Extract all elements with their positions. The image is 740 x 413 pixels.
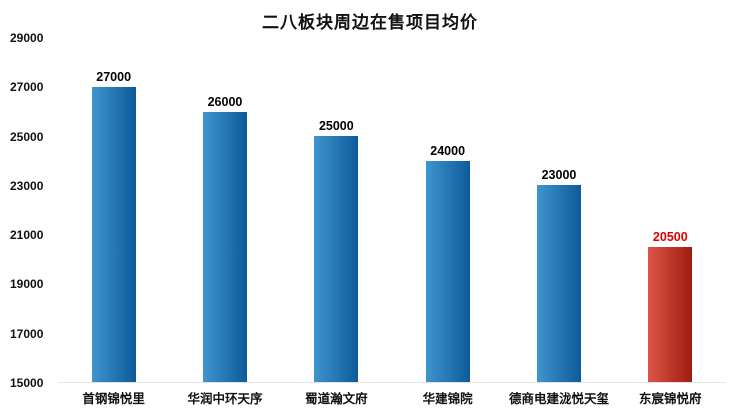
bar-column: 26000 (169, 38, 280, 382)
bar-value-label: 23000 (541, 168, 577, 183)
y-axis-tick-label: 23000 (10, 178, 44, 193)
plot-area: 27000 26000 25000 24000 23000 20500 首钢锦悦里 华润中环… (58, 38, 726, 407)
bar-value-label: 26000 (207, 94, 243, 109)
y-axis-tick-label: 21000 (10, 228, 44, 243)
y-axis-tick-label: 19000 (10, 277, 44, 292)
bar-column: 27000 (58, 38, 169, 382)
bar (202, 111, 247, 382)
y-axis-tick-label: 15000 (10, 376, 44, 390)
bar (425, 160, 470, 382)
category-label: 华建锦院 (422, 392, 473, 406)
chart-title: 二八板块周边在售项目均价 (262, 13, 478, 32)
y-axis-tick-label: 27000 (10, 80, 44, 95)
bar (536, 185, 581, 382)
bar-value-label: 25000 (318, 119, 354, 134)
y-axis-tick-label: 17000 (10, 326, 44, 341)
y-axis: 15000 17000 19000 21000 23000 25000 27000 29000 (0, 31, 54, 390)
category-label: 德商电建泷悦天玺 (508, 392, 609, 406)
bar-column: 24000 (392, 38, 503, 382)
bar-column: 20500 (615, 38, 726, 382)
category-label: 华润中环天序 (187, 392, 263, 406)
category-label: 首钢锦悦里 (82, 392, 145, 406)
category-label: 东宸锦悦府 (639, 392, 702, 406)
y-axis-tick-label: 25000 (10, 129, 44, 144)
bar-column: 25000 (281, 38, 392, 382)
bars-region: 27000 26000 25000 24000 23000 20500 (58, 38, 726, 383)
y-axis-tick-label: 29000 (10, 31, 44, 45)
bar-column: 23000 (503, 38, 614, 382)
bar (314, 136, 359, 382)
category-label: 蜀道瀚文府 (305, 392, 368, 406)
x-axis: 首钢锦悦里 华润中环天序 蜀道瀚文府 华建锦院 德商电建泷悦天玺 东宸锦悦府 (58, 383, 726, 407)
bar-value-label: 20500 (652, 229, 688, 244)
bar-value-label: 27000 (96, 70, 132, 85)
bar-value-label: 24000 (430, 143, 466, 158)
bar (648, 246, 693, 382)
bar (91, 87, 136, 382)
